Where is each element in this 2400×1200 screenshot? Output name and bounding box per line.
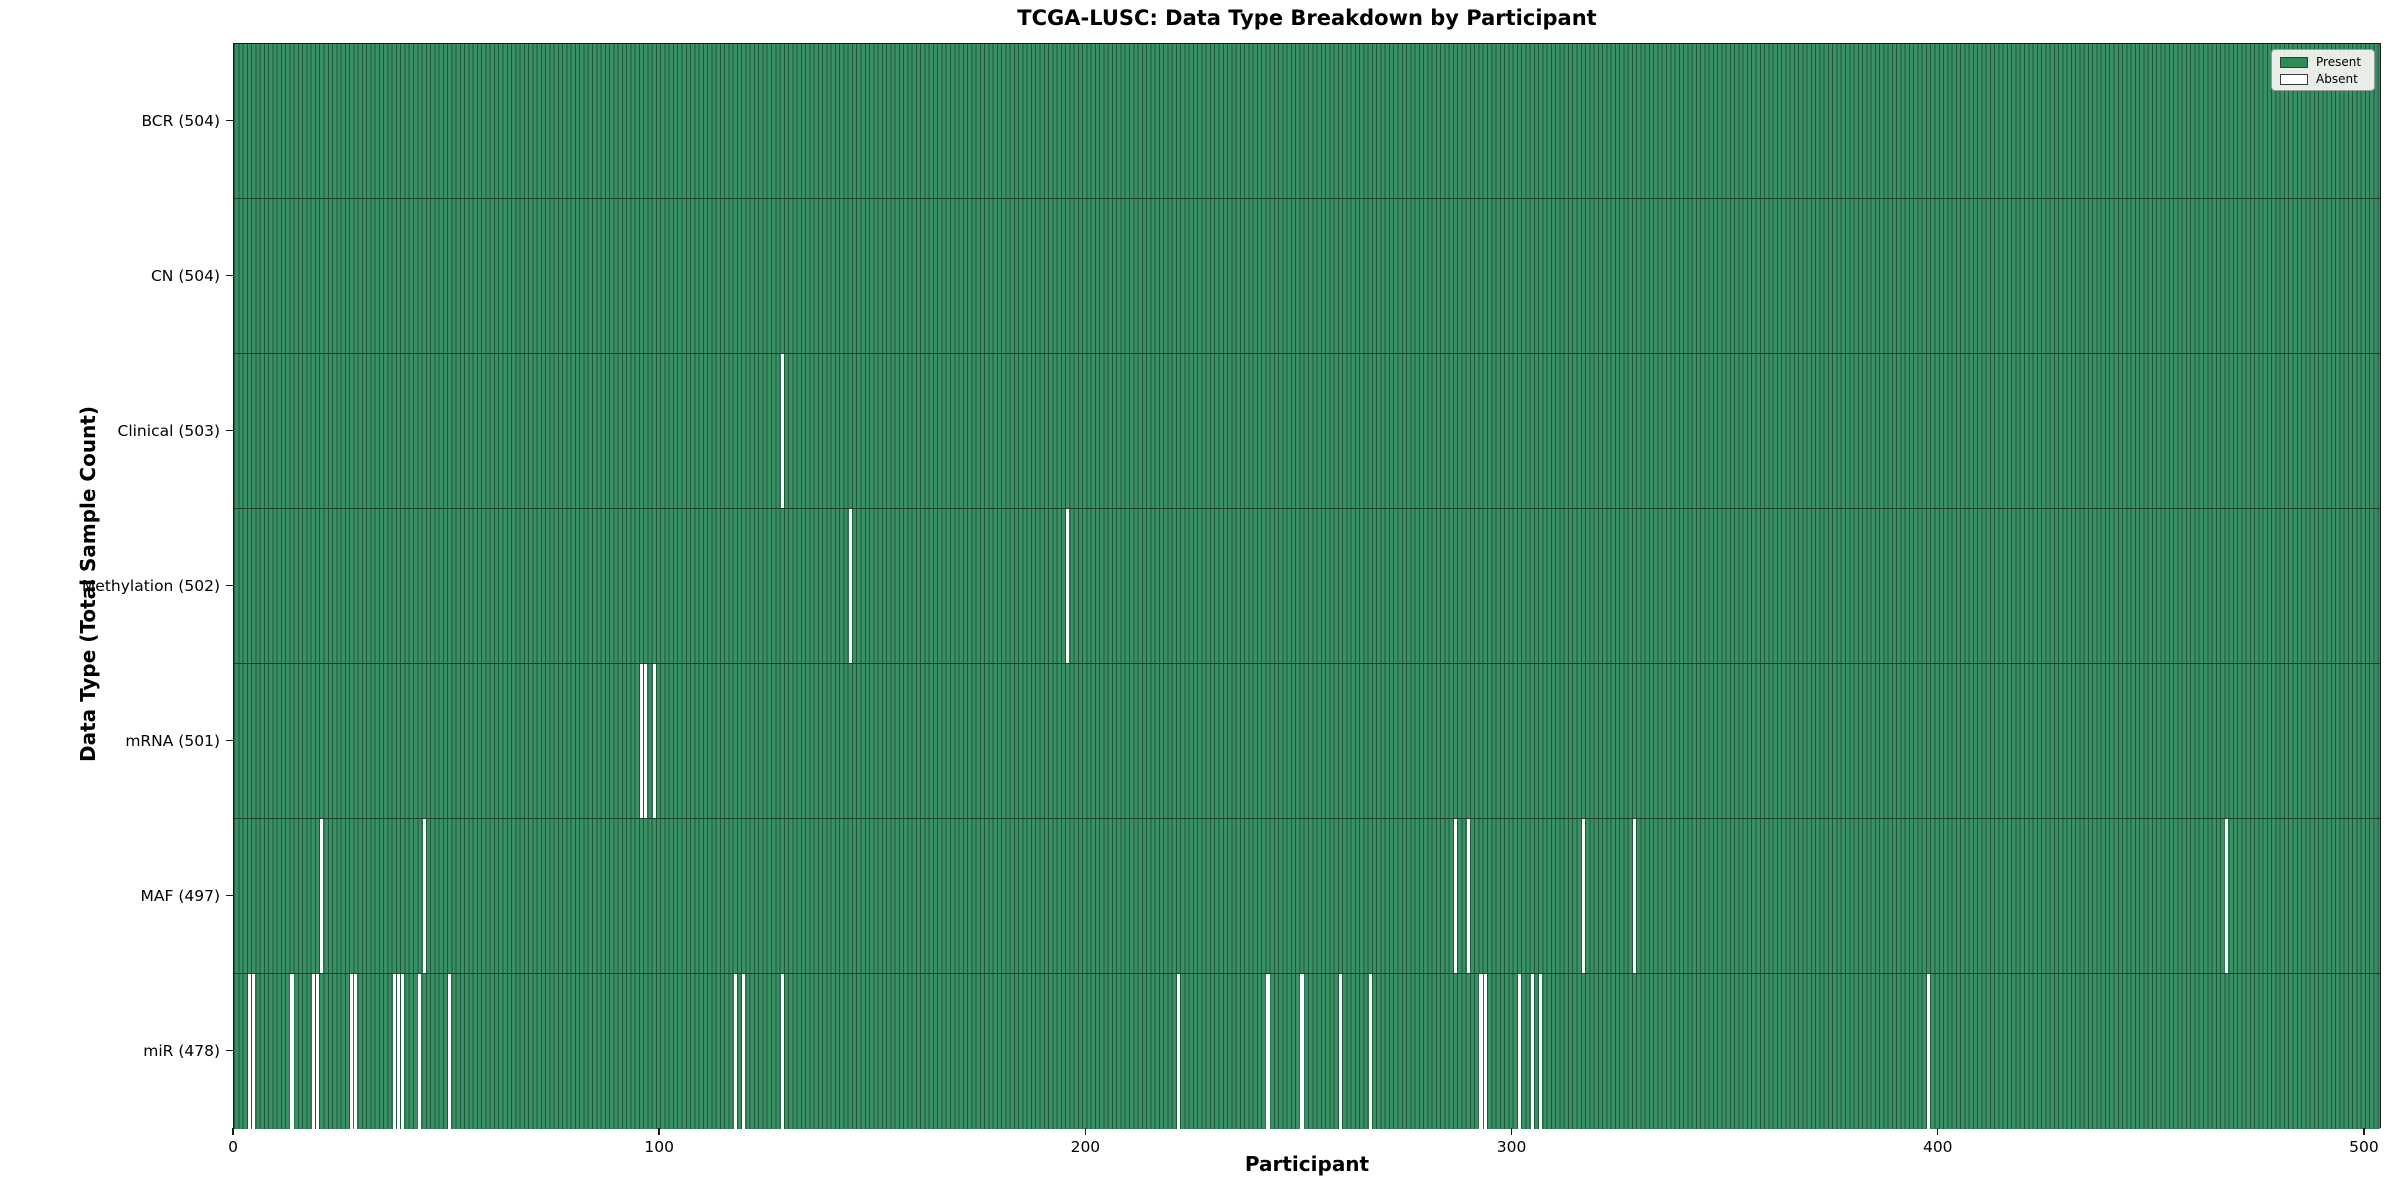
data-row-mrna [234, 664, 2380, 819]
absent-gap [1926, 974, 1931, 1129]
y-tick-label: CN (504) [150, 266, 220, 285]
y-tick-label: Methylation (502) [81, 576, 220, 595]
absent-gap [1368, 974, 1372, 1129]
y-tick-mark [226, 894, 233, 897]
x-tick-label: 200 [1070, 1138, 1101, 1156]
absent-gap [1266, 974, 1270, 1129]
chart-title: TCGA-LUSC: Data Type Breakdown by Partic… [1017, 6, 1597, 30]
absent-gap [247, 974, 251, 1129]
absent-gap [1530, 974, 1534, 1129]
absent-gap [733, 974, 737, 1129]
data-row-mir [234, 974, 2380, 1129]
absent-gap [1517, 974, 1521, 1129]
x-tick-mark [658, 1128, 660, 1135]
absent-gap [290, 974, 294, 1129]
absent-gap [1483, 974, 1487, 1129]
x-tick-mark [1084, 1128, 1087, 1135]
x-tick-mark [1510, 1128, 1513, 1135]
absent-gap [311, 974, 315, 1129]
x-axis-label: Participant [1244, 1152, 1370, 1176]
absent-gap [315, 974, 320, 1129]
absent-gap [639, 664, 644, 818]
absent-gap [1479, 974, 1483, 1129]
y-tick-label: mRNA (501) [125, 731, 220, 750]
legend-present-label: Present [2316, 55, 2362, 69]
absent-gap [1632, 819, 1637, 973]
absent-gap [848, 509, 852, 663]
absent-gap [392, 974, 396, 1129]
absent-gap [1176, 974, 1181, 1129]
absent-gap [396, 974, 401, 1129]
data-row-maf [234, 819, 2380, 974]
absent-gap [742, 974, 746, 1129]
data-row-methylation [234, 509, 2380, 664]
absent-swatch-icon [2280, 73, 2308, 85]
x-tick-label: 400 [1922, 1138, 1953, 1156]
y-tick-mark [226, 1049, 233, 1052]
absent-gap [1539, 974, 1543, 1129]
absent-gap [320, 819, 324, 973]
legend-item-absent: Absent [2280, 73, 2366, 85]
absent-gap [1581, 819, 1585, 973]
x-tick-mark [232, 1128, 234, 1135]
absent-gap [1300, 974, 1304, 1129]
y-tick-label: miR (478) [143, 1041, 220, 1060]
y-tick-mark [226, 739, 233, 742]
plot-area [233, 43, 2381, 1129]
data-row-cn [234, 199, 2380, 354]
absent-gap [401, 974, 405, 1129]
x-tick-label: 500 [2349, 1138, 2379, 1156]
absent-gap [354, 974, 358, 1129]
legend-item-present: Present [2280, 56, 2366, 68]
x-tick-label: 0 [228, 1138, 238, 1156]
absent-gap [1453, 819, 1458, 973]
x-tick-label: 100 [644, 1138, 674, 1156]
absent-gap [644, 664, 648, 818]
absent-gap [448, 974, 452, 1129]
absent-gap [252, 974, 256, 1129]
y-tick-mark [226, 119, 233, 122]
legend: Present Absent [2271, 49, 2375, 91]
absent-gap [2225, 819, 2229, 973]
x-tick-mark [1937, 1128, 1939, 1135]
absent-gap [780, 974, 784, 1129]
data-row-clinical [234, 354, 2380, 509]
absent-gap [418, 974, 422, 1129]
present-swatch-icon [2280, 56, 2308, 68]
absent-gap [1466, 819, 1470, 973]
y-tick-label: Clinical (503) [117, 421, 221, 440]
y-tick-mark [226, 584, 233, 587]
y-tick-mark [226, 274, 233, 277]
data-row-bcr [234, 44, 2380, 199]
y-tick-label: MAF (497) [140, 886, 221, 905]
y-tick-label: BCR (504) [141, 111, 220, 130]
x-tick-mark [2363, 1128, 2365, 1135]
absent-gap [780, 354, 784, 508]
absent-gap [1066, 509, 1070, 663]
legend-absent-label: Absent [2316, 72, 2358, 86]
absent-gap [1338, 974, 1342, 1129]
x-tick-label: 300 [1496, 1138, 1527, 1156]
absent-gap [350, 974, 354, 1129]
y-tick-mark [226, 429, 233, 432]
absent-gap [652, 664, 656, 818]
absent-gap [422, 819, 426, 973]
